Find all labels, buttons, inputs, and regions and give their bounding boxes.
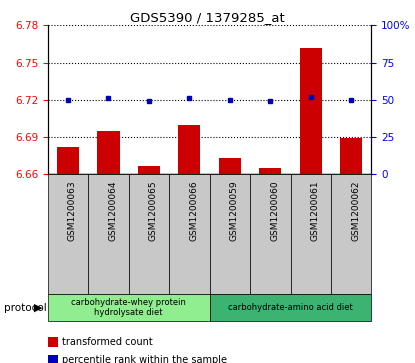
- Bar: [57, 147, 79, 174]
- Text: GSM1200063: GSM1200063: [68, 180, 77, 241]
- Bar: [210, 294, 371, 321]
- Bar: [331, 174, 371, 294]
- Bar: [48, 294, 210, 321]
- Bar: [300, 48, 322, 174]
- Bar: [340, 138, 362, 174]
- Text: GSM1200061: GSM1200061: [311, 180, 320, 241]
- Bar: [48, 174, 88, 294]
- Text: ▶: ▶: [34, 303, 42, 313]
- Bar: [219, 158, 241, 174]
- Bar: [290, 174, 331, 294]
- Text: carbohydrate-amino acid diet: carbohydrate-amino acid diet: [228, 303, 353, 312]
- Bar: [250, 174, 290, 294]
- Bar: [138, 166, 160, 174]
- Text: GSM1200065: GSM1200065: [149, 180, 158, 241]
- Bar: [169, 174, 210, 294]
- Text: GSM1200066: GSM1200066: [189, 180, 198, 241]
- Bar: [178, 125, 200, 174]
- Text: carbohydrate-whey protein
hydrolysate diet: carbohydrate-whey protein hydrolysate di…: [71, 298, 186, 317]
- Text: transformed count: transformed count: [62, 337, 153, 347]
- Bar: [129, 174, 169, 294]
- Text: GSM1200060: GSM1200060: [270, 180, 279, 241]
- Text: GSM1200062: GSM1200062: [351, 180, 360, 241]
- Bar: [259, 168, 281, 174]
- Bar: [97, 131, 120, 174]
- Text: GSM1200059: GSM1200059: [230, 180, 239, 241]
- Text: protocol: protocol: [4, 303, 47, 313]
- Text: GSM1200064: GSM1200064: [108, 180, 117, 241]
- Text: GDS5390 / 1379285_at: GDS5390 / 1379285_at: [130, 11, 285, 24]
- Text: percentile rank within the sample: percentile rank within the sample: [62, 355, 227, 363]
- Bar: [210, 174, 250, 294]
- Bar: [88, 174, 129, 294]
